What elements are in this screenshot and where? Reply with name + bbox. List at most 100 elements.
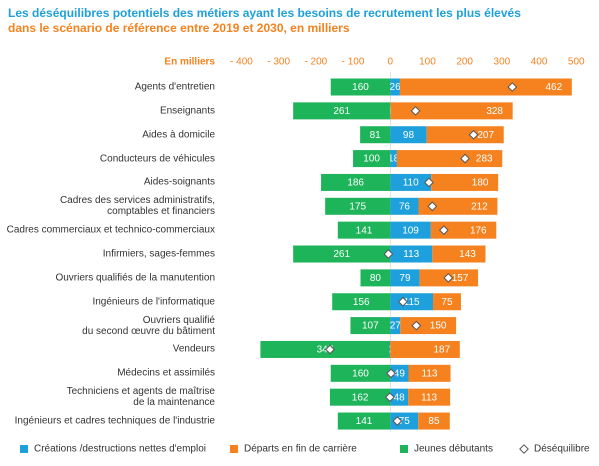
- diamond-marker: [384, 392, 395, 403]
- bar: [260, 340, 390, 358]
- diamond-marker: [392, 416, 403, 426]
- diamond-marker: [398, 296, 408, 307]
- bar: [390, 340, 460, 358]
- bar: [426, 126, 504, 144]
- bar: [433, 293, 461, 311]
- data-label: 141: [356, 225, 373, 236]
- bar: [360, 126, 391, 144]
- data-label: 98: [403, 130, 415, 141]
- data-label: 49: [394, 368, 406, 379]
- bar: [330, 364, 391, 382]
- data-label: 261: [333, 106, 350, 117]
- diamond-marker: [427, 201, 438, 212]
- data-label: 80: [370, 273, 382, 284]
- bar: [390, 126, 427, 144]
- legend-label: Créations /destructions nettes d'emploi: [34, 444, 206, 455]
- axis-label: En milliers: [164, 57, 215, 68]
- chart-subtitle: dans le scénario de référence entre 2019…: [8, 21, 350, 35]
- bar: [390, 221, 431, 239]
- category-label: Aides à domicile: [142, 129, 215, 141]
- data-label: 26: [390, 82, 402, 93]
- bar: [390, 317, 401, 335]
- x-tick-label: 500: [568, 57, 585, 68]
- data-label: 79: [399, 273, 411, 284]
- data-label: 110: [403, 178, 419, 189]
- bar: [390, 269, 420, 287]
- data-label: 18: [388, 154, 400, 165]
- data-label: 113: [421, 392, 437, 403]
- diamond-marker: [460, 153, 470, 164]
- data-label: 328: [486, 106, 503, 117]
- bar: [390, 293, 434, 311]
- legend-swatch: [20, 445, 28, 453]
- bar: [390, 102, 513, 120]
- category-label: Médecins et assimilés: [117, 367, 215, 379]
- diamond-marker: [411, 320, 422, 331]
- bar: [390, 388, 409, 406]
- bar: [293, 245, 391, 263]
- x-tick-label: - 100: [342, 57, 365, 68]
- diamond-marker: [386, 368, 396, 379]
- category-label: Vendeurs: [172, 343, 215, 355]
- bar: [390, 364, 409, 382]
- data-label: 113: [422, 368, 438, 379]
- category-label: Techniciens et agents de maîtrise de la …: [66, 386, 215, 409]
- data-label: 180: [472, 178, 489, 189]
- category-label: Cadres commerciaux et technico-commercia…: [6, 224, 215, 236]
- bar: [321, 173, 391, 191]
- category-label: Ouvriers qualifiés de la manutention: [55, 272, 215, 284]
- diamond-marker: [507, 82, 518, 92]
- data-label: 107: [362, 321, 379, 332]
- data-label: 160: [352, 368, 369, 379]
- x-tick-label: 100: [419, 57, 436, 68]
- bar: [293, 102, 391, 120]
- bar: [325, 197, 391, 215]
- data-label: 109: [402, 225, 419, 236]
- legend-marker: [519, 444, 529, 454]
- data-label: 27: [390, 321, 402, 332]
- x-tick-label: - 300: [267, 57, 290, 68]
- data-label: 156: [353, 297, 370, 308]
- data-label: 113: [403, 249, 419, 260]
- chart-title: Les déséquilibres potentiels des métiers…: [8, 6, 521, 20]
- bar: [337, 221, 391, 239]
- data-label: 347: [317, 345, 334, 356]
- category-label: Ingénieurs et cadres techniques de l'ind…: [14, 415, 215, 427]
- bar: [390, 173, 432, 191]
- data-label: 143: [459, 249, 476, 260]
- data-label: 212: [471, 201, 488, 212]
- data-label: 48: [394, 392, 406, 403]
- diamond-marker: [468, 129, 479, 140]
- bar: [390, 197, 419, 215]
- category-label: Ouvriers qualifié du second œuvre du bât…: [82, 314, 215, 337]
- legend-label: Jeunes débutants: [414, 444, 493, 455]
- bar: [390, 78, 400, 96]
- data-label: 157: [452, 273, 469, 284]
- data-label: 160: [352, 82, 369, 93]
- diamond-marker: [325, 344, 335, 355]
- legend-label: Départs en fin de carrière: [244, 444, 357, 455]
- data-label: 75: [441, 297, 453, 308]
- bar: [396, 150, 503, 168]
- bar: [350, 317, 391, 335]
- bar: [418, 197, 498, 215]
- legend-swatch: [230, 445, 238, 453]
- bar: [390, 150, 397, 168]
- category-label: Agents d'entretien: [134, 81, 215, 93]
- data-label: 85: [428, 416, 440, 427]
- bar: [390, 245, 433, 263]
- bar: [399, 78, 572, 96]
- bar: [332, 293, 391, 311]
- bar: [337, 412, 391, 430]
- data-label: 283: [476, 154, 493, 165]
- bar: [432, 245, 486, 263]
- bar: [418, 412, 450, 430]
- bar: [330, 78, 391, 96]
- bar: [360, 269, 391, 287]
- category-label: Infirmiers, sages-femmes: [102, 248, 215, 260]
- diamond-marker: [443, 272, 454, 283]
- data-label: 162: [352, 392, 369, 403]
- data-label: 176: [470, 225, 487, 236]
